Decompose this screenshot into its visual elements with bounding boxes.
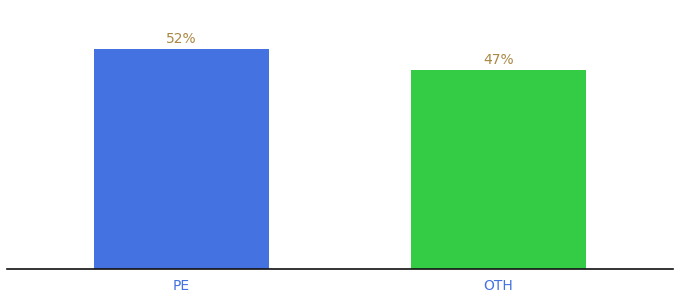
Text: 47%: 47% (483, 53, 514, 67)
Bar (94, 49, 269, 268)
Text: 52%: 52% (166, 32, 197, 46)
Bar (411, 70, 586, 268)
